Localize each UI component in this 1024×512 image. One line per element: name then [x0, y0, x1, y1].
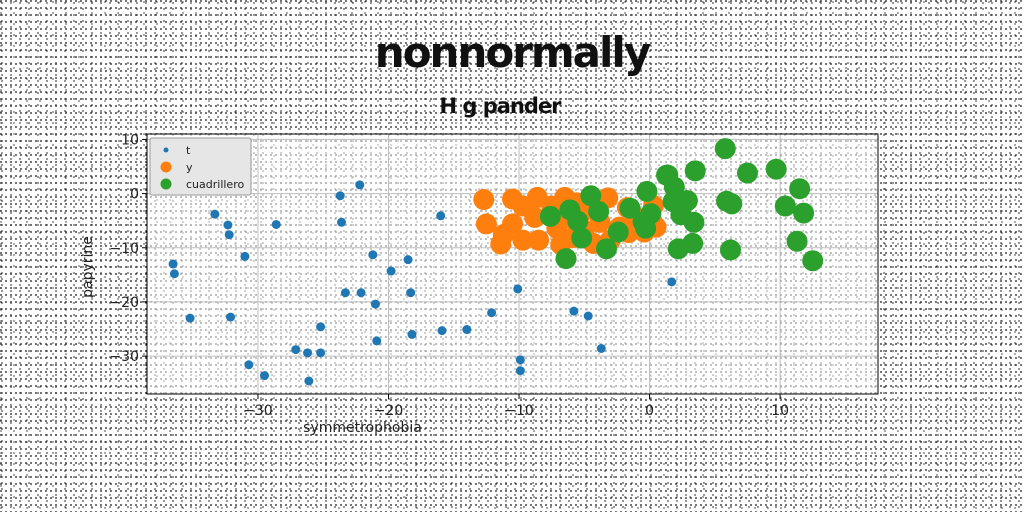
- x-tick-label: −10: [504, 403, 534, 419]
- data-point-t: [515, 366, 525, 376]
- data-point-t: [304, 376, 314, 386]
- data-point-t: [407, 329, 417, 339]
- data-point-cuadrillero: [789, 178, 811, 200]
- chart-subtitle: H g pander: [439, 94, 561, 118]
- data-point-t: [355, 180, 365, 190]
- data-point-t: [210, 209, 220, 219]
- legend-label-y: y: [186, 161, 193, 174]
- data-point-t: [513, 284, 523, 294]
- data-point-cuadrillero: [682, 232, 704, 254]
- data-point-cuadrillero: [663, 176, 685, 198]
- data-point-t: [667, 277, 677, 287]
- data-point-cuadrillero: [539, 205, 561, 227]
- chart-title: nonnormally: [374, 28, 651, 77]
- data-point-t: [185, 313, 195, 323]
- data-point-t: [259, 371, 269, 381]
- legend-marker-cuadrillero: [160, 178, 172, 190]
- data-point-cuadrillero: [736, 162, 758, 184]
- data-point-t: [403, 255, 413, 265]
- data-point-t: [372, 336, 382, 346]
- data-point-cuadrillero: [567, 210, 589, 232]
- y-tick-label: −10: [109, 241, 139, 257]
- data-point-y: [473, 189, 495, 211]
- data-point-t: [335, 191, 345, 201]
- data-point-cuadrillero: [765, 158, 787, 180]
- data-point-y: [512, 229, 534, 251]
- data-point-t: [316, 322, 326, 332]
- data-point-cuadrillero: [588, 200, 610, 222]
- series-cuadrillero: [539, 138, 824, 272]
- data-point-cuadrillero: [721, 193, 743, 215]
- data-point-t: [370, 299, 380, 309]
- data-point-cuadrillero: [684, 160, 706, 182]
- data-point-t: [515, 355, 525, 365]
- data-point-t: [244, 360, 254, 370]
- data-point-t: [583, 311, 593, 321]
- data-point-cuadrillero: [571, 227, 593, 249]
- x-tick-label: 10: [771, 403, 789, 419]
- legend: ty cuadrillero: [149, 137, 252, 196]
- legend-marker-y: [160, 161, 172, 173]
- data-point-t: [487, 308, 497, 318]
- data-point-t: [406, 288, 416, 298]
- data-point-cuadrillero: [636, 180, 658, 202]
- data-point-cuadrillero: [619, 197, 641, 219]
- data-point-t: [168, 259, 178, 269]
- data-point-cuadrillero: [714, 138, 736, 160]
- data-point-t: [436, 211, 446, 221]
- y-tick-label: 10: [121, 132, 139, 148]
- x-tick-label: −30: [243, 403, 273, 419]
- data-point-cuadrillero: [683, 211, 705, 233]
- data-point-cuadrillero: [786, 230, 808, 252]
- data-point-t: [240, 251, 250, 261]
- data-point-cuadrillero: [774, 195, 796, 217]
- data-point-y: [524, 206, 546, 228]
- data-point-cuadrillero: [555, 248, 577, 270]
- data-point-y: [528, 229, 550, 251]
- data-point-cuadrillero: [793, 202, 815, 224]
- data-point-t: [340, 288, 350, 298]
- y-tick-label: 0: [130, 187, 139, 203]
- x-axis-label: symmetrophobia: [303, 420, 422, 436]
- y-tick-label: −20: [109, 295, 139, 311]
- data-point-t: [336, 217, 346, 227]
- data-point-t: [169, 269, 179, 279]
- tick-labels: −30 −20 −10 0 10 10 0 −10 −20 −30: [109, 132, 789, 419]
- data-point-t: [368, 250, 378, 260]
- data-point-cuadrillero: [676, 190, 698, 212]
- data-point-cuadrillero: [580, 185, 602, 207]
- data-point-t: [271, 219, 281, 229]
- data-point-t: [224, 230, 234, 240]
- legend-label-t: t: [186, 144, 191, 157]
- data-point-t: [303, 348, 313, 358]
- data-point-t: [316, 348, 326, 358]
- data-point-t: [437, 326, 447, 336]
- data-point-t: [226, 312, 236, 322]
- data-point-cuadrillero: [719, 239, 741, 261]
- legend-marker-t: [163, 147, 169, 153]
- x-tick-label: 0: [645, 403, 654, 419]
- legend-box: [149, 137, 252, 196]
- legend-label-cuadrillero: cuadrillero: [186, 178, 244, 191]
- data-point-cuadrillero: [640, 203, 662, 225]
- data-point-cuadrillero: [607, 221, 629, 243]
- data-point-t: [462, 325, 472, 335]
- data-point-t: [569, 306, 579, 316]
- y-axis-label: papyrine: [80, 236, 96, 298]
- data-point-t: [291, 345, 301, 355]
- y-tick-label: −30: [109, 349, 139, 365]
- plot-area: [168, 138, 824, 386]
- x-tick-label: −20: [374, 403, 404, 419]
- data-point-t: [223, 220, 233, 230]
- data-point-t: [596, 344, 606, 353]
- axes-frame: [146, 133, 879, 395]
- data-point-cuadrillero: [802, 250, 824, 272]
- data-point-cuadrillero: [595, 238, 617, 260]
- data-point-y: [475, 213, 497, 235]
- data-point-y: [502, 213, 523, 235]
- data-point-t: [386, 266, 396, 276]
- data-point-t: [356, 288, 366, 298]
